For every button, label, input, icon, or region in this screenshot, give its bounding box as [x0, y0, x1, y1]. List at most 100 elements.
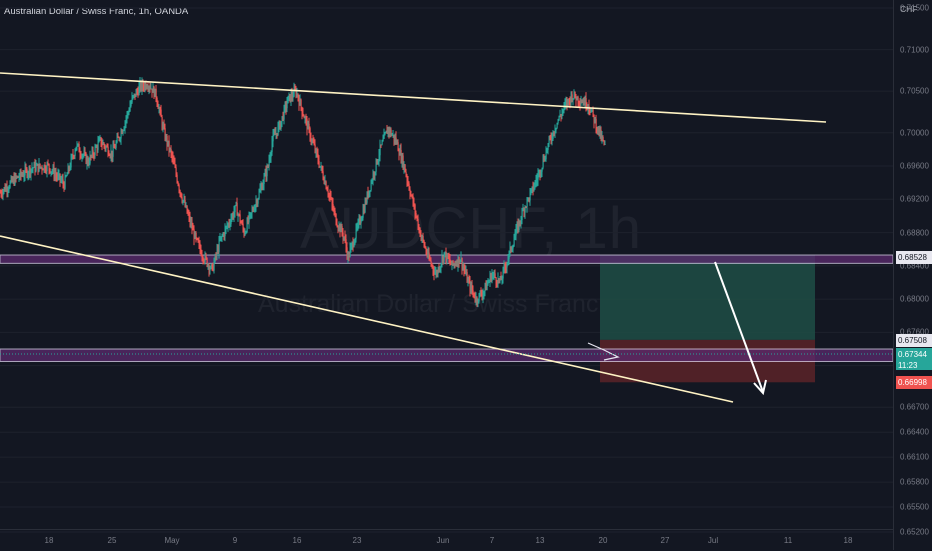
candle-body — [60, 180, 62, 182]
candle-body — [462, 267, 464, 269]
price-tick-label: 0.67600 — [900, 327, 929, 337]
candle-body — [327, 190, 329, 195]
candle-body — [76, 144, 78, 147]
candle-body — [303, 115, 305, 119]
candle-body — [156, 98, 158, 104]
candle-body — [154, 88, 156, 98]
candle-body — [88, 163, 90, 165]
candle-body — [197, 238, 199, 243]
candle-body — [371, 181, 373, 183]
candle-body — [267, 165, 269, 167]
candle-body — [384, 133, 386, 135]
candle-body — [95, 146, 97, 148]
candle-body — [94, 147, 96, 156]
candle-body — [493, 273, 495, 275]
candle-body — [602, 137, 604, 141]
candle-body — [319, 166, 321, 168]
price-tick-label: 0.66400 — [900, 427, 929, 437]
candle-body — [65, 176, 67, 178]
time-tick-label: 13 — [535, 536, 545, 545]
candle-body — [30, 168, 32, 174]
candle-body — [230, 218, 232, 225]
candle-body — [364, 201, 366, 213]
candle-body — [440, 263, 442, 268]
time-tick-label: Jun — [436, 536, 450, 545]
candle-body — [24, 167, 26, 176]
time-tick-label: 25 — [107, 536, 117, 545]
candle-body — [3, 187, 5, 191]
candle-body — [203, 260, 205, 262]
candle-body — [238, 214, 240, 216]
price-tick-label: 0.70000 — [900, 128, 929, 138]
candle-body — [83, 152, 85, 156]
candle-body — [560, 116, 562, 118]
candle-body — [340, 226, 342, 233]
candle-body — [105, 146, 107, 149]
candle-body — [152, 86, 154, 93]
candle-body — [256, 201, 258, 204]
candle-body — [271, 141, 273, 153]
candle-body — [595, 118, 597, 130]
candle-body — [277, 125, 279, 135]
candle-body — [475, 297, 477, 301]
candle-body — [383, 134, 385, 139]
candle-body — [149, 86, 151, 89]
candle-body — [97, 142, 99, 150]
candle-body — [428, 252, 430, 259]
chart-header-title: Australian Dollar / Swiss Franc, 1h, OAN… — [4, 6, 189, 17]
candle-body — [69, 167, 71, 170]
candle-body — [120, 131, 122, 139]
price-axis[interactable] — [893, 0, 932, 550]
candle-body — [425, 247, 427, 253]
candle-body — [279, 121, 281, 129]
candle-body — [502, 268, 504, 279]
candle-body — [226, 226, 228, 228]
candle-body — [463, 267, 465, 271]
candle-body — [52, 167, 54, 172]
time-axis[interactable] — [0, 529, 893, 551]
candle-body — [368, 190, 370, 197]
candle-body — [359, 218, 361, 224]
candle-body — [263, 176, 265, 185]
candle-body — [593, 114, 595, 123]
candle-body — [6, 186, 8, 191]
candle-body — [554, 130, 556, 134]
candle-body — [488, 280, 490, 283]
candle-body — [591, 109, 593, 111]
candle-body — [258, 192, 260, 199]
candle-body — [348, 254, 350, 257]
candle-body — [379, 144, 381, 156]
candle-body — [79, 152, 81, 155]
candle-body — [373, 173, 375, 176]
candle-body — [77, 144, 79, 146]
candle-body — [438, 267, 440, 271]
candle-body — [70, 157, 72, 168]
candle-body — [177, 182, 179, 186]
candle-body — [482, 293, 484, 297]
candle-body — [405, 172, 407, 176]
candle-body — [511, 248, 513, 251]
candle-body — [104, 145, 106, 149]
candle-body — [171, 152, 173, 158]
candle-body — [213, 261, 215, 271]
candle-body — [561, 111, 563, 117]
candle-body — [594, 118, 596, 123]
candle-body — [604, 143, 606, 145]
candle-body — [537, 174, 539, 180]
candle-body — [259, 189, 261, 193]
candle-body — [494, 273, 496, 278]
candle-body — [436, 272, 438, 274]
time-tick-label: 27 — [660, 536, 670, 545]
candle-body — [585, 98, 587, 108]
candle-body — [406, 175, 408, 181]
candle-body — [567, 98, 569, 105]
candle-body — [172, 157, 174, 160]
candle-body — [395, 137, 397, 143]
candle-body — [159, 108, 161, 110]
time-tick-label: 11 — [783, 536, 793, 545]
candle-body — [424, 245, 426, 248]
candle-body — [113, 146, 115, 149]
candle-body — [542, 158, 544, 168]
candle-body — [441, 256, 443, 264]
